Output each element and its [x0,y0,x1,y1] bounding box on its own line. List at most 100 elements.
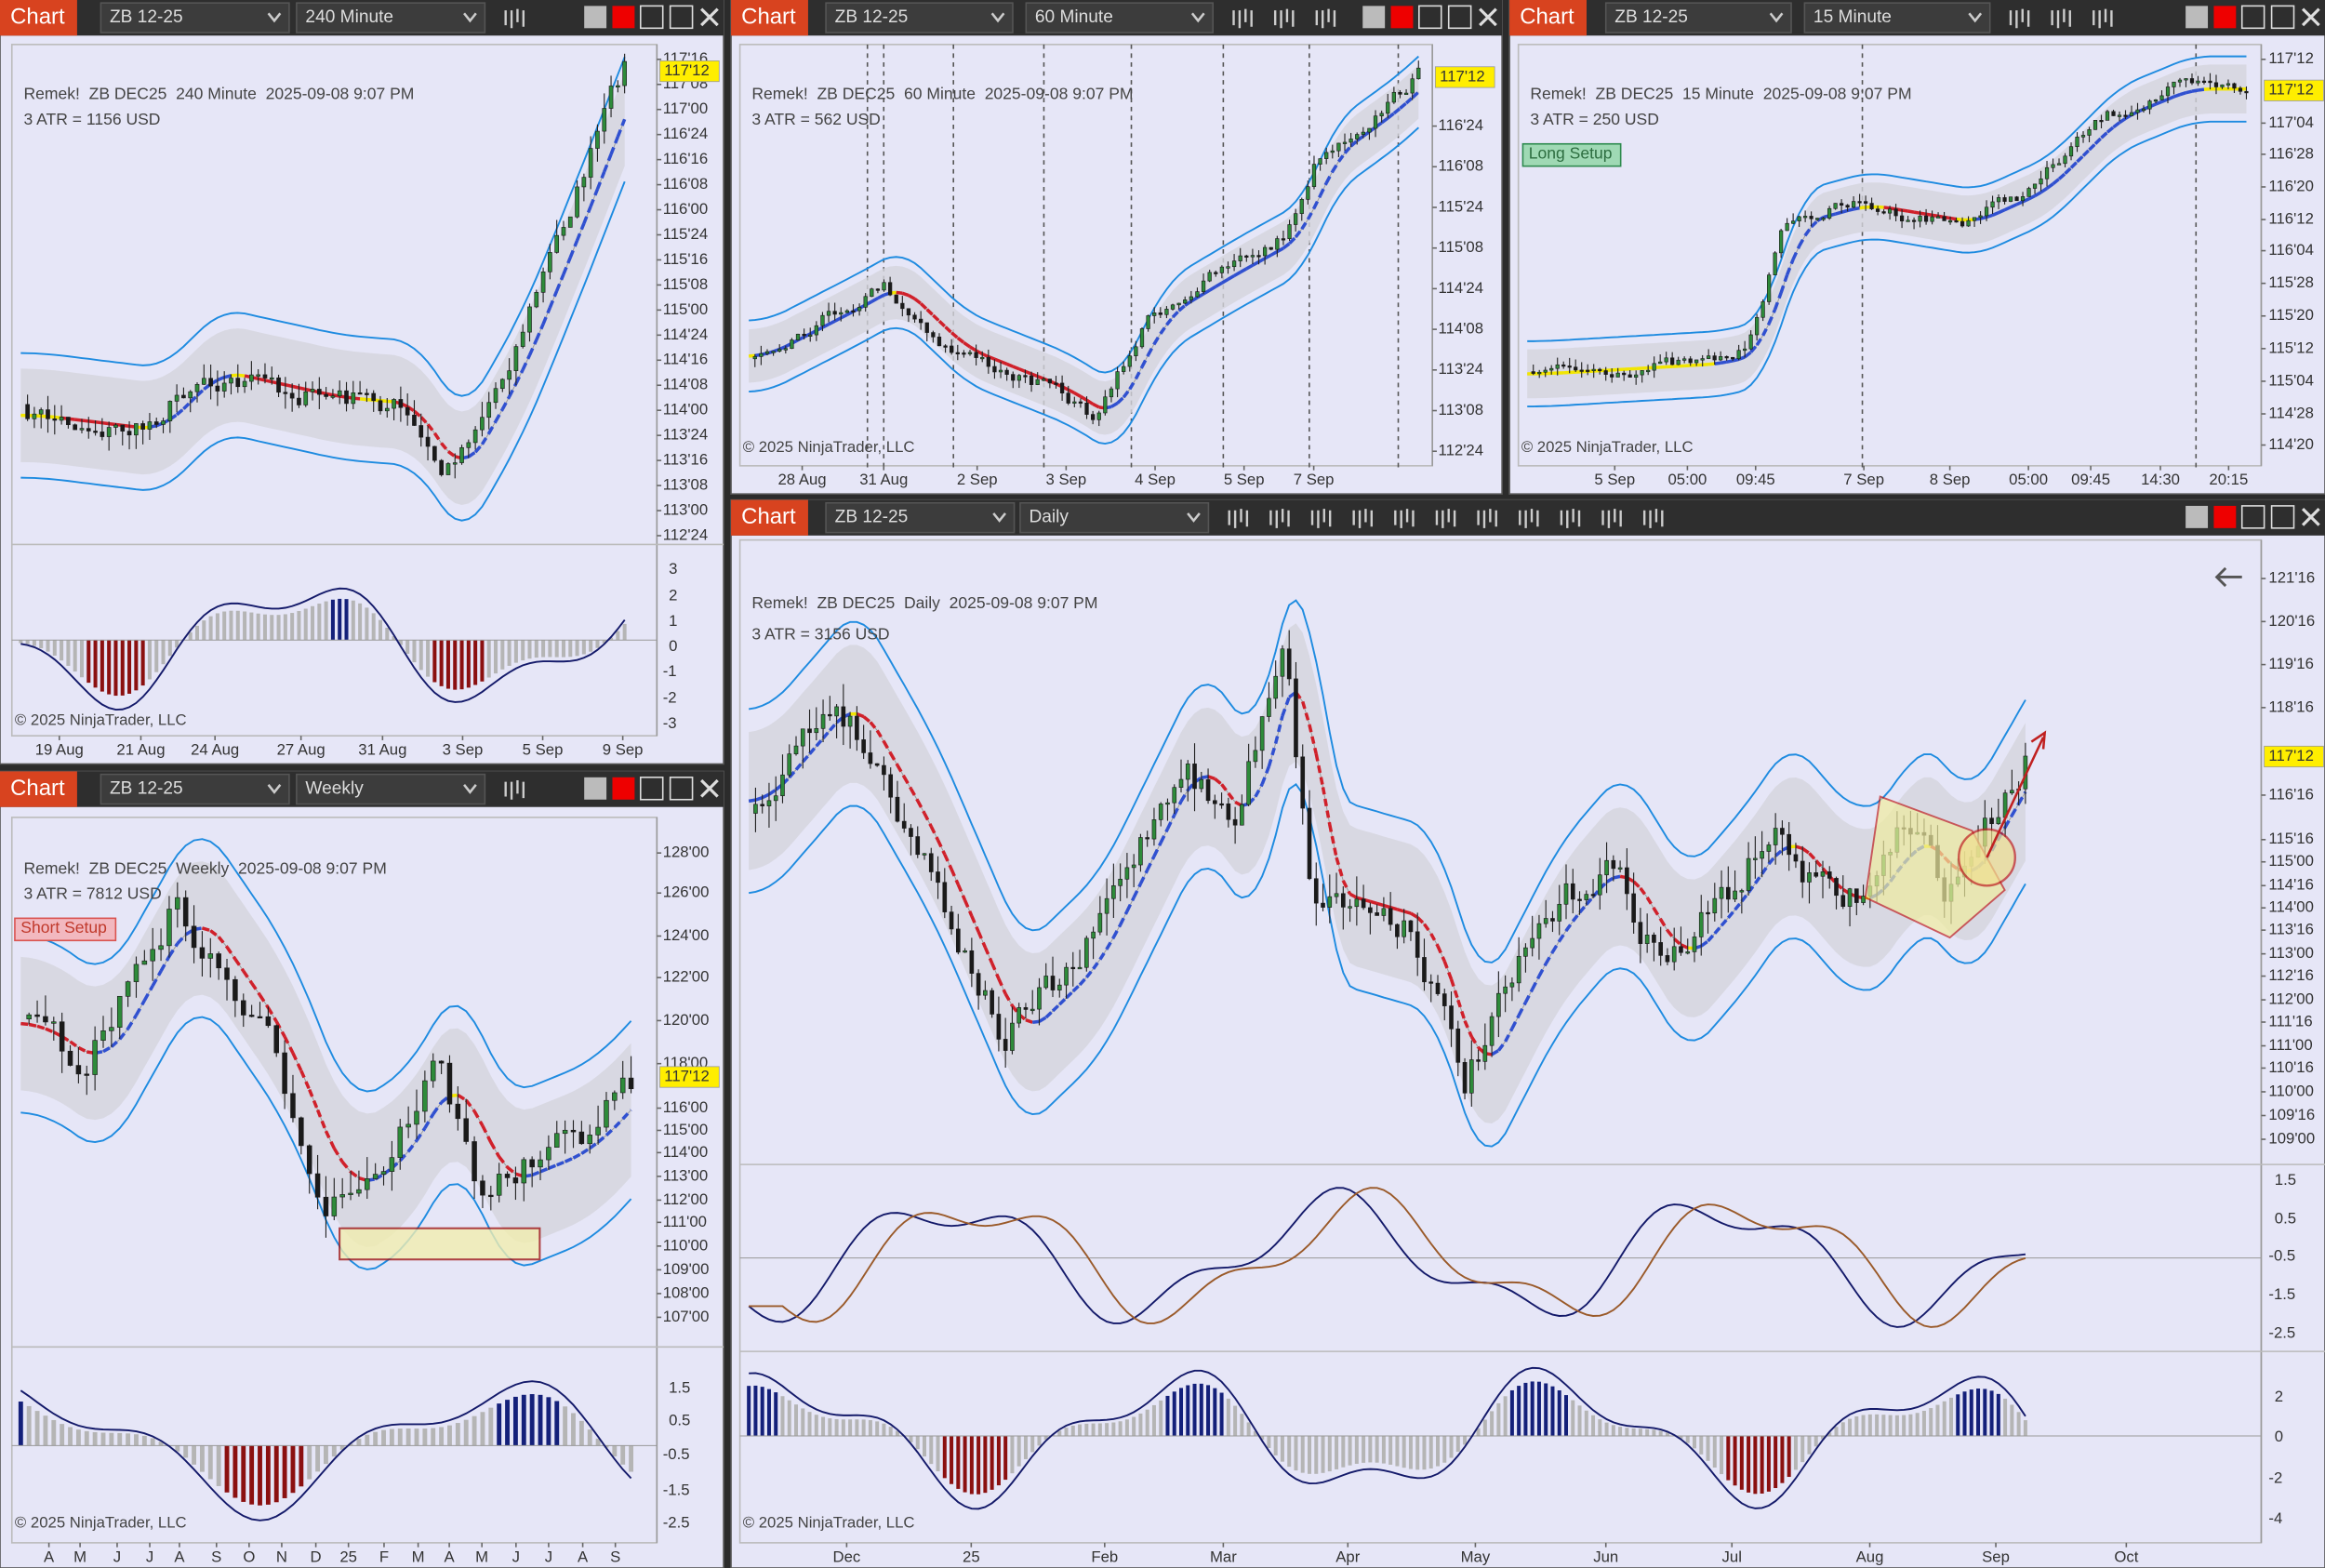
interval-dropdown[interactable] [1803,2,1991,33]
window-button[interactable] [2213,6,2237,29]
minimize-button[interactable] [1418,5,1442,30]
candle-body [1231,260,1237,268]
maximize-button[interactable] [669,5,694,30]
window-button[interactable] [584,6,607,29]
toolbar-icon[interactable] [1642,509,1664,528]
trend-line [237,373,246,378]
maximize-button[interactable] [1447,5,1472,30]
minimize-button[interactable] [639,5,664,30]
candle-body [1604,859,1609,876]
toolbar-icon[interactable] [504,780,525,800]
histogram-bar [86,640,91,684]
histogram-bar [1057,1430,1062,1437]
histogram-bar [1820,1436,1825,1440]
instrument-dropdown[interactable] [825,2,1014,33]
window-button[interactable] [1390,6,1414,29]
chart-tab[interactable] [0,0,77,36]
instrument-dropdown[interactable] [1604,2,1792,33]
trend-line [2198,87,2205,92]
chart-tab[interactable] [731,499,808,536]
toolbar-icon[interactable] [1394,509,1415,528]
date-axis-label: Mar [1210,1548,1237,1565]
candle-body [1010,1022,1015,1051]
trend-line [555,273,565,292]
candle-body [1070,966,1076,970]
toolbar-icon[interactable] [1435,509,1456,528]
interval-dropdown[interactable] [296,2,486,33]
minimize-button[interactable] [639,777,664,801]
window-button[interactable] [612,777,635,800]
minimize-button[interactable] [2240,5,2265,30]
trend-line [195,388,206,397]
chart-tab[interactable] [0,771,77,807]
minimize-button[interactable] [2240,505,2265,529]
toolbar-icon[interactable] [1273,8,1295,29]
interval-dropdown[interactable] [296,773,486,805]
toolbar-icon[interactable] [2051,8,2071,29]
window-button[interactable] [2213,505,2237,528]
toolbar-icon[interactable] [2009,8,2030,29]
trend-line [1773,292,1783,311]
trend-line [500,395,512,410]
histogram-bar [996,1436,1001,1486]
candle-body [1918,215,1922,222]
maximize-button[interactable] [669,777,694,801]
trend-line [916,800,926,815]
toolbar-icon[interactable] [1352,509,1374,528]
trend-line [1128,378,1137,391]
close-button[interactable] [700,7,719,27]
instrument-dropdown[interactable] [100,773,290,805]
candle-body [446,1062,453,1105]
date-axis-label: May [1461,1548,1491,1565]
window-button[interactable] [2186,6,2209,29]
maximize-button[interactable] [2270,505,2295,529]
trend-line [1159,828,1170,844]
toolbar-icon[interactable] [1232,8,1253,29]
chart-tab[interactable] [731,0,808,36]
candle-body [488,1194,494,1198]
candle-body [753,804,758,814]
trend-line [932,313,941,323]
histogram-bar [507,640,512,666]
candle-body [2184,78,2188,81]
toolbar-icon[interactable] [2092,8,2113,29]
toolbar-icon[interactable] [1228,509,1249,528]
close-button[interactable] [2301,507,2320,526]
interval-dropdown[interactable] [1019,501,1210,534]
histogram-bar [351,600,355,641]
toolbar-icon[interactable] [1560,509,1581,528]
toolbar-icon[interactable] [1310,509,1332,528]
window-button[interactable] [584,777,607,800]
toolbar-icon[interactable] [504,8,525,29]
histogram-bar [175,640,179,648]
close-button[interactable] [700,778,719,798]
interval-dropdown[interactable] [1025,2,1215,33]
back-arrow[interactable] [2214,566,2242,588]
instrument-dropdown[interactable] [825,501,1016,534]
histogram-bar [127,640,132,694]
chart-tab[interactable] [1509,0,1587,36]
candle-body [1131,864,1136,869]
trend-line [2191,88,2199,93]
trend-line [1269,250,1279,257]
window-button[interactable] [1362,6,1386,29]
toolbar-icon[interactable] [1477,509,1497,528]
date-axis-label: 5 Sep [1594,471,1635,488]
toolbar-icon[interactable] [1519,509,1539,528]
candle-body [2032,183,2038,189]
window-button[interactable] [2186,505,2209,528]
close-button[interactable] [1479,7,1497,27]
toolbar-icon[interactable] [1601,509,1622,528]
toolbar-icon[interactable] [1315,8,1336,29]
toolbar-icon[interactable] [1269,509,1290,528]
trend-line [936,839,947,856]
trend-line [2172,93,2181,99]
window-button[interactable] [612,6,635,29]
candle-body [1127,355,1132,367]
instrument-dropdown[interactable] [100,2,290,33]
close-button[interactable] [2301,7,2320,27]
trend-line [1779,273,1789,294]
histogram-bar [60,1424,65,1446]
maximize-button[interactable] [2270,5,2295,30]
trend-line [983,946,994,964]
